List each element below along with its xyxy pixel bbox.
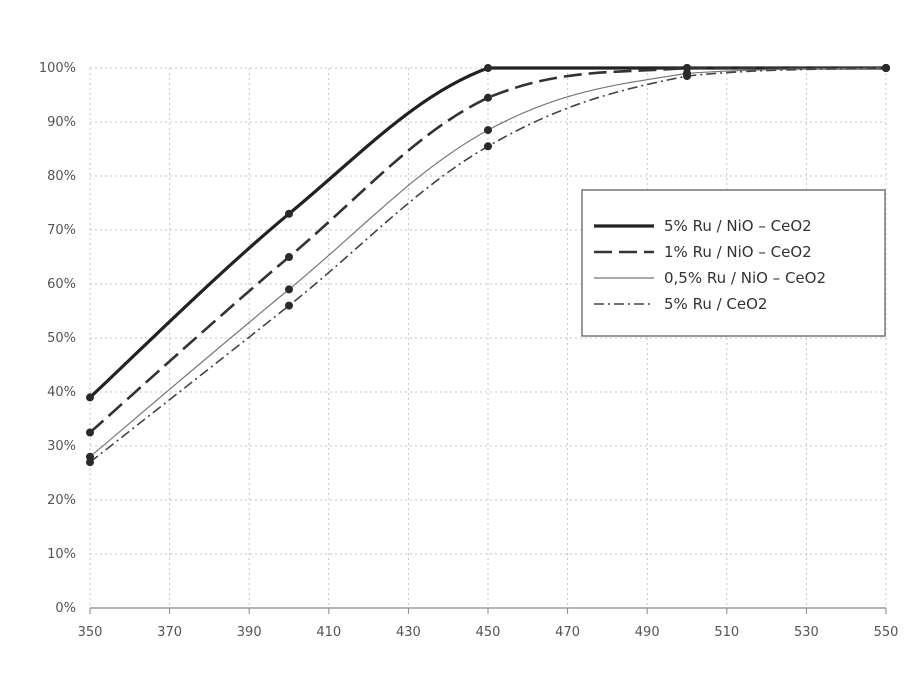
legend-label: 0,5% Ru / NiO – CeO2 (664, 269, 826, 287)
x-tick-label: 430 (396, 625, 421, 640)
x-tick-label: 350 (78, 625, 103, 640)
axis-tick-labels: 0% 10% 20% 30% 40% 50% 60% 70% 80% 90% 100% 350 370 3… (39, 61, 899, 640)
x-tick-label: 490 (635, 625, 660, 640)
y-tick-label: 30% (47, 439, 76, 454)
legend-label: 5% Ru / NiO – CeO2 (664, 217, 812, 235)
x-tick-label: 370 (157, 625, 182, 640)
x-tick-label: 410 (316, 625, 341, 640)
y-tick-label: 60% (47, 277, 76, 292)
legend-label: 5% Ru / CeO2 (664, 295, 767, 313)
y-tick-label: 50% (47, 331, 76, 346)
x-tick-label: 530 (794, 625, 819, 640)
y-tick-label: 80% (47, 169, 76, 184)
data-point (882, 64, 890, 72)
data-point (86, 458, 94, 466)
data-point (683, 72, 691, 80)
data-point (484, 64, 492, 72)
data-point (484, 126, 492, 134)
x-tick-label: 510 (714, 625, 739, 640)
x-tick-label: 390 (237, 625, 262, 640)
legend: 5% Ru / NiO – CeO2 1% Ru / NiO – CeO2 0,5%… (582, 190, 885, 336)
data-point (86, 393, 94, 401)
y-tick-label: 40% (47, 385, 76, 400)
y-tick-label: 0% (55, 601, 76, 616)
data-point (484, 94, 492, 102)
y-tick-label: 10% (47, 547, 76, 562)
y-tick-label: 20% (47, 493, 76, 508)
data-point (285, 285, 293, 293)
data-point (484, 142, 492, 150)
legend-label: 1% Ru / NiO – CeO2 (664, 243, 812, 261)
x-tick-label: 550 (874, 625, 899, 640)
data-point (285, 253, 293, 261)
y-tick-label: 90% (47, 115, 76, 130)
x-tick-label: 470 (555, 625, 580, 640)
y-tick-label: 70% (47, 223, 76, 238)
data-point (285, 302, 293, 310)
data-point (285, 210, 293, 218)
x-tick-label: 450 (476, 625, 501, 640)
y-tick-label: 100% (39, 61, 76, 76)
legend-box (582, 190, 885, 336)
data-point (86, 429, 94, 437)
